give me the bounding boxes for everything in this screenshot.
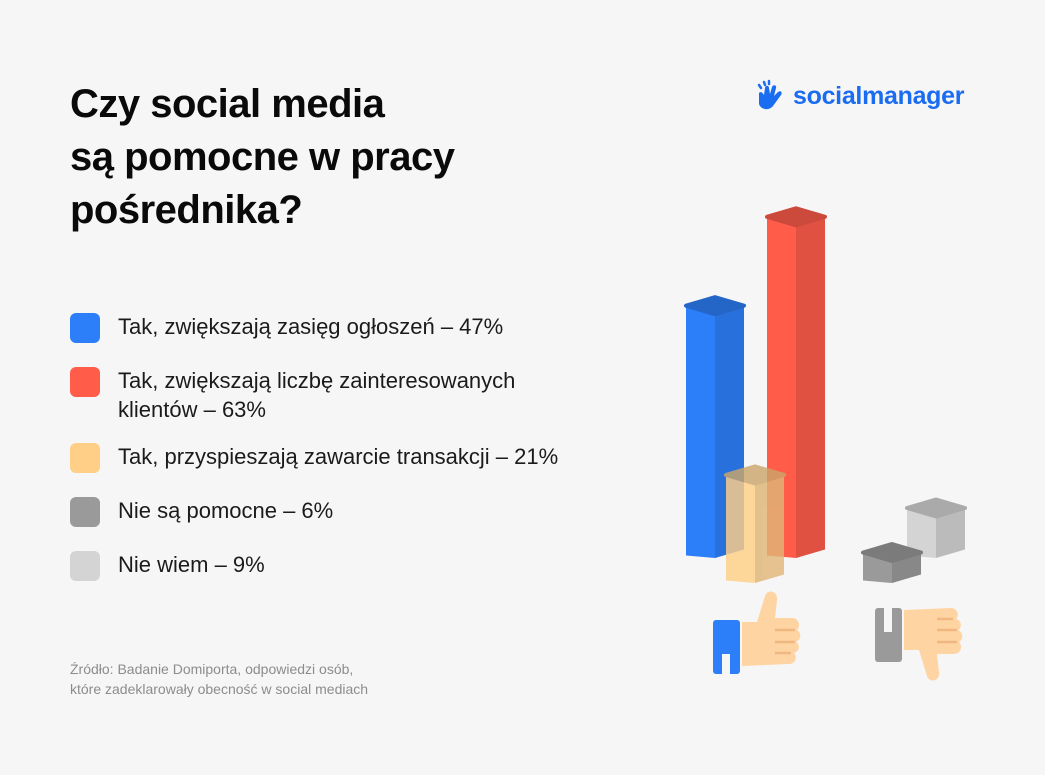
legend-swatch-yellow: [70, 443, 100, 473]
chart-bars: [684, 206, 967, 583]
title-line: są pomocne w pracy: [70, 135, 455, 179]
legend-label: Tak, przyspieszają zawarcie transakcji –…: [118, 444, 559, 469]
legend-item: Tak, przyspieszają zawarcie transakcji –…: [70, 442, 610, 473]
bar-top-face: [765, 206, 827, 228]
bar: [724, 464, 786, 583]
bar: [765, 206, 827, 558]
source-line: Źródło: Badanie Domiporta, odpowiedzi os…: [70, 661, 354, 677]
thumbs-up-icon: [713, 591, 801, 674]
legend-item: Nie wiem – 9%: [70, 550, 610, 581]
legend-item: Tak, zwiększają zasięg ogłoszeń – 47%: [70, 312, 610, 343]
legend-item: Tak, zwiększają liczbę zainteresowanych …: [70, 366, 610, 424]
legend-label: Nie wiem – 9%: [118, 552, 265, 577]
bar-right-face: [796, 216, 825, 558]
bar-left-face: [686, 305, 715, 558]
title-line: Czy social media: [70, 82, 385, 126]
thumbs-down-icon: [875, 608, 963, 681]
bar-top-face: [724, 464, 786, 486]
bar: [861, 542, 923, 583]
legend-swatch-light-gray: [70, 551, 100, 581]
hand-wave-icon: [757, 79, 782, 110]
bar-chart: [684, 206, 967, 681]
bar-left-face: [907, 508, 936, 558]
legend-swatch-dark-gray: [70, 497, 100, 527]
bar: [905, 497, 967, 558]
legend-label: Nie są pomocne – 6%: [118, 498, 334, 523]
legend-swatch-red: [70, 367, 100, 397]
legend-swatch-blue: [70, 313, 100, 343]
legend-label-line: klientów – 63%: [118, 397, 266, 422]
bar-top-face: [684, 295, 746, 317]
bar-right-face: [755, 474, 784, 583]
chart-legend: Tak, zwiększają zasięg ogłoszeń – 47% Ta…: [70, 312, 610, 604]
bar-top-face: [861, 542, 923, 563]
source-line: które zadeklarowały obecność w social me…: [70, 681, 369, 697]
source-note: Źródło: Badanie Domiporta, odpowiedzi os…: [70, 659, 490, 699]
title-line: pośrednika?: [70, 188, 303, 232]
page-title: Czy social media są pomocne w pracy pośr…: [70, 78, 630, 237]
bar-right-face: [936, 508, 965, 558]
legend-label: Tak, zwiększają liczbę zainteresowanych …: [118, 366, 515, 424]
legend-label-line: Tak, zwiększają liczbę zainteresowanych: [118, 368, 516, 393]
bar-left-face: [726, 474, 755, 583]
bar-top-face: [905, 497, 967, 519]
legend-item: Nie są pomocne – 6%: [70, 496, 610, 527]
legend-label: Tak, zwiększają zasięg ogłoszeń – 47%: [118, 314, 504, 339]
brand-logo: socialmanager: [755, 78, 964, 114]
brand-name: socialmanager: [793, 81, 965, 110]
